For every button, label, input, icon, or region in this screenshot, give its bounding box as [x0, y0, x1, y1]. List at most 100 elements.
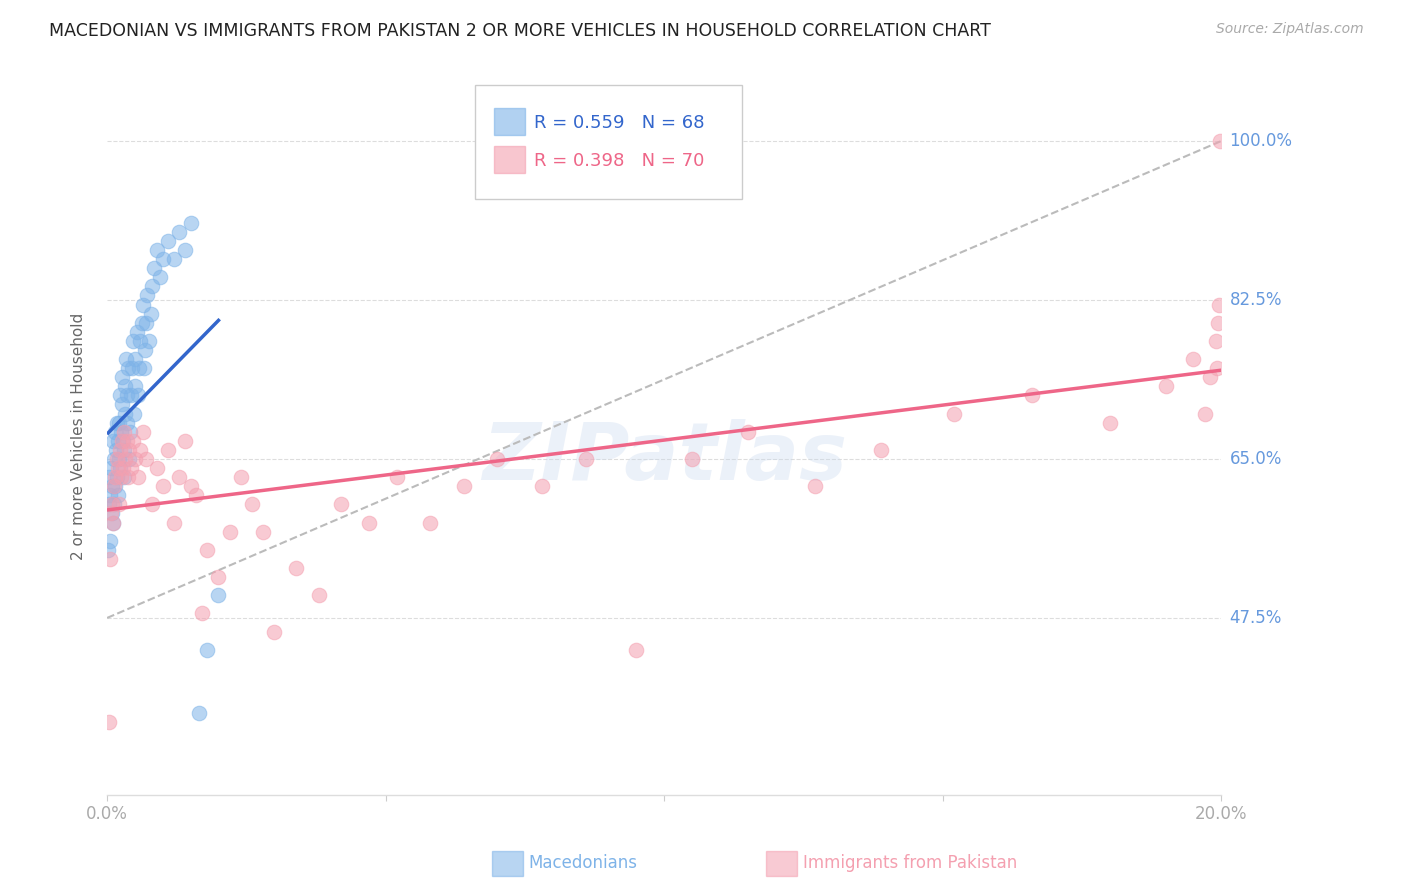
- Point: [105, 452, 128, 467]
- Point: [101, 479, 124, 493]
- Point: [98, 533, 121, 548]
- Text: Macedonians: Macedonians: [529, 855, 638, 872]
- Point: [112, 470, 135, 484]
- Point: [104, 425, 127, 439]
- Point: [118, 442, 141, 457]
- Point: [1098, 416, 1121, 430]
- Point: [114, 379, 136, 393]
- Point: [486, 452, 509, 467]
- Point: [135, 316, 157, 330]
- Point: [157, 234, 180, 248]
- Point: [103, 479, 125, 493]
- Point: [139, 307, 162, 321]
- Point: [308, 588, 330, 602]
- Point: [163, 516, 186, 530]
- Point: [98, 552, 121, 566]
- Point: [229, 470, 252, 484]
- Point: [207, 570, 229, 584]
- Point: [111, 434, 134, 448]
- Point: [101, 434, 124, 448]
- Point: [1199, 370, 1222, 384]
- Point: [114, 452, 136, 467]
- Text: R = 0.398   N = 70: R = 0.398 N = 70: [534, 153, 704, 170]
- Point: [108, 388, 131, 402]
- Point: [115, 352, 138, 367]
- Point: [97, 497, 120, 511]
- Point: [169, 225, 191, 239]
- Point: [100, 507, 122, 521]
- Point: [103, 516, 125, 530]
- Text: MACEDONIAN VS IMMIGRANTS FROM PAKISTAN 2 OR MORE VEHICLES IN HOUSEHOLD CORRELATI: MACEDONIAN VS IMMIGRANTS FROM PAKISTAN 2…: [49, 22, 991, 40]
- Point: [138, 334, 160, 348]
- Point: [152, 252, 174, 266]
- Point: [1182, 352, 1205, 367]
- Text: ZIPatlas: ZIPatlas: [482, 418, 846, 497]
- Point: [263, 624, 285, 639]
- Point: [132, 425, 155, 439]
- Point: [681, 452, 703, 467]
- Point: [128, 361, 150, 376]
- Point: [1208, 297, 1230, 311]
- Point: [134, 343, 156, 357]
- Y-axis label: 2 or more Vehicles in Household: 2 or more Vehicles in Household: [72, 312, 86, 560]
- Text: 47.5%: 47.5%: [1230, 609, 1282, 627]
- Point: [110, 461, 132, 475]
- Point: [1209, 134, 1232, 148]
- Point: [285, 561, 308, 575]
- Point: [146, 461, 169, 475]
- Point: [330, 497, 353, 511]
- Point: [118, 452, 141, 467]
- Point: [1021, 388, 1043, 402]
- Point: [104, 470, 127, 484]
- Point: [111, 370, 134, 384]
- Point: [626, 642, 648, 657]
- Point: [124, 379, 146, 393]
- Point: [152, 479, 174, 493]
- Point: [141, 497, 163, 511]
- Point: [240, 497, 263, 511]
- Point: [124, 452, 146, 467]
- Point: [195, 542, 218, 557]
- Point: [1205, 361, 1227, 376]
- Point: [143, 261, 166, 276]
- Point: [132, 297, 155, 311]
- Point: [107, 488, 129, 502]
- Point: [129, 442, 152, 457]
- Point: [97, 715, 120, 730]
- Point: [163, 252, 186, 266]
- Point: [174, 434, 197, 448]
- Point: [112, 425, 135, 439]
- Point: [112, 461, 135, 475]
- Point: [141, 279, 163, 293]
- Point: [207, 588, 229, 602]
- Point: [103, 452, 125, 467]
- Point: [575, 452, 598, 467]
- Point: [191, 607, 214, 621]
- Text: Source: ZipAtlas.com: Source: ZipAtlas.com: [1216, 22, 1364, 37]
- Point: [218, 524, 240, 539]
- Point: [101, 497, 124, 511]
- Point: [122, 407, 145, 421]
- Point: [117, 470, 139, 484]
- Point: [100, 488, 122, 502]
- Point: [124, 352, 146, 367]
- Point: [127, 388, 149, 402]
- Point: [169, 470, 191, 484]
- Point: [100, 507, 122, 521]
- Point: [103, 497, 125, 511]
- Point: [453, 479, 475, 493]
- Point: [803, 479, 825, 493]
- Point: [97, 542, 120, 557]
- Point: [110, 397, 132, 411]
- FancyBboxPatch shape: [494, 108, 524, 135]
- Point: [120, 388, 142, 402]
- Point: [112, 442, 135, 457]
- FancyBboxPatch shape: [494, 145, 524, 173]
- Point: [1194, 407, 1216, 421]
- Point: [108, 416, 131, 430]
- Point: [115, 434, 138, 448]
- Point: [530, 479, 553, 493]
- Text: 82.5%: 82.5%: [1230, 291, 1282, 309]
- Point: [107, 461, 129, 475]
- Point: [180, 479, 202, 493]
